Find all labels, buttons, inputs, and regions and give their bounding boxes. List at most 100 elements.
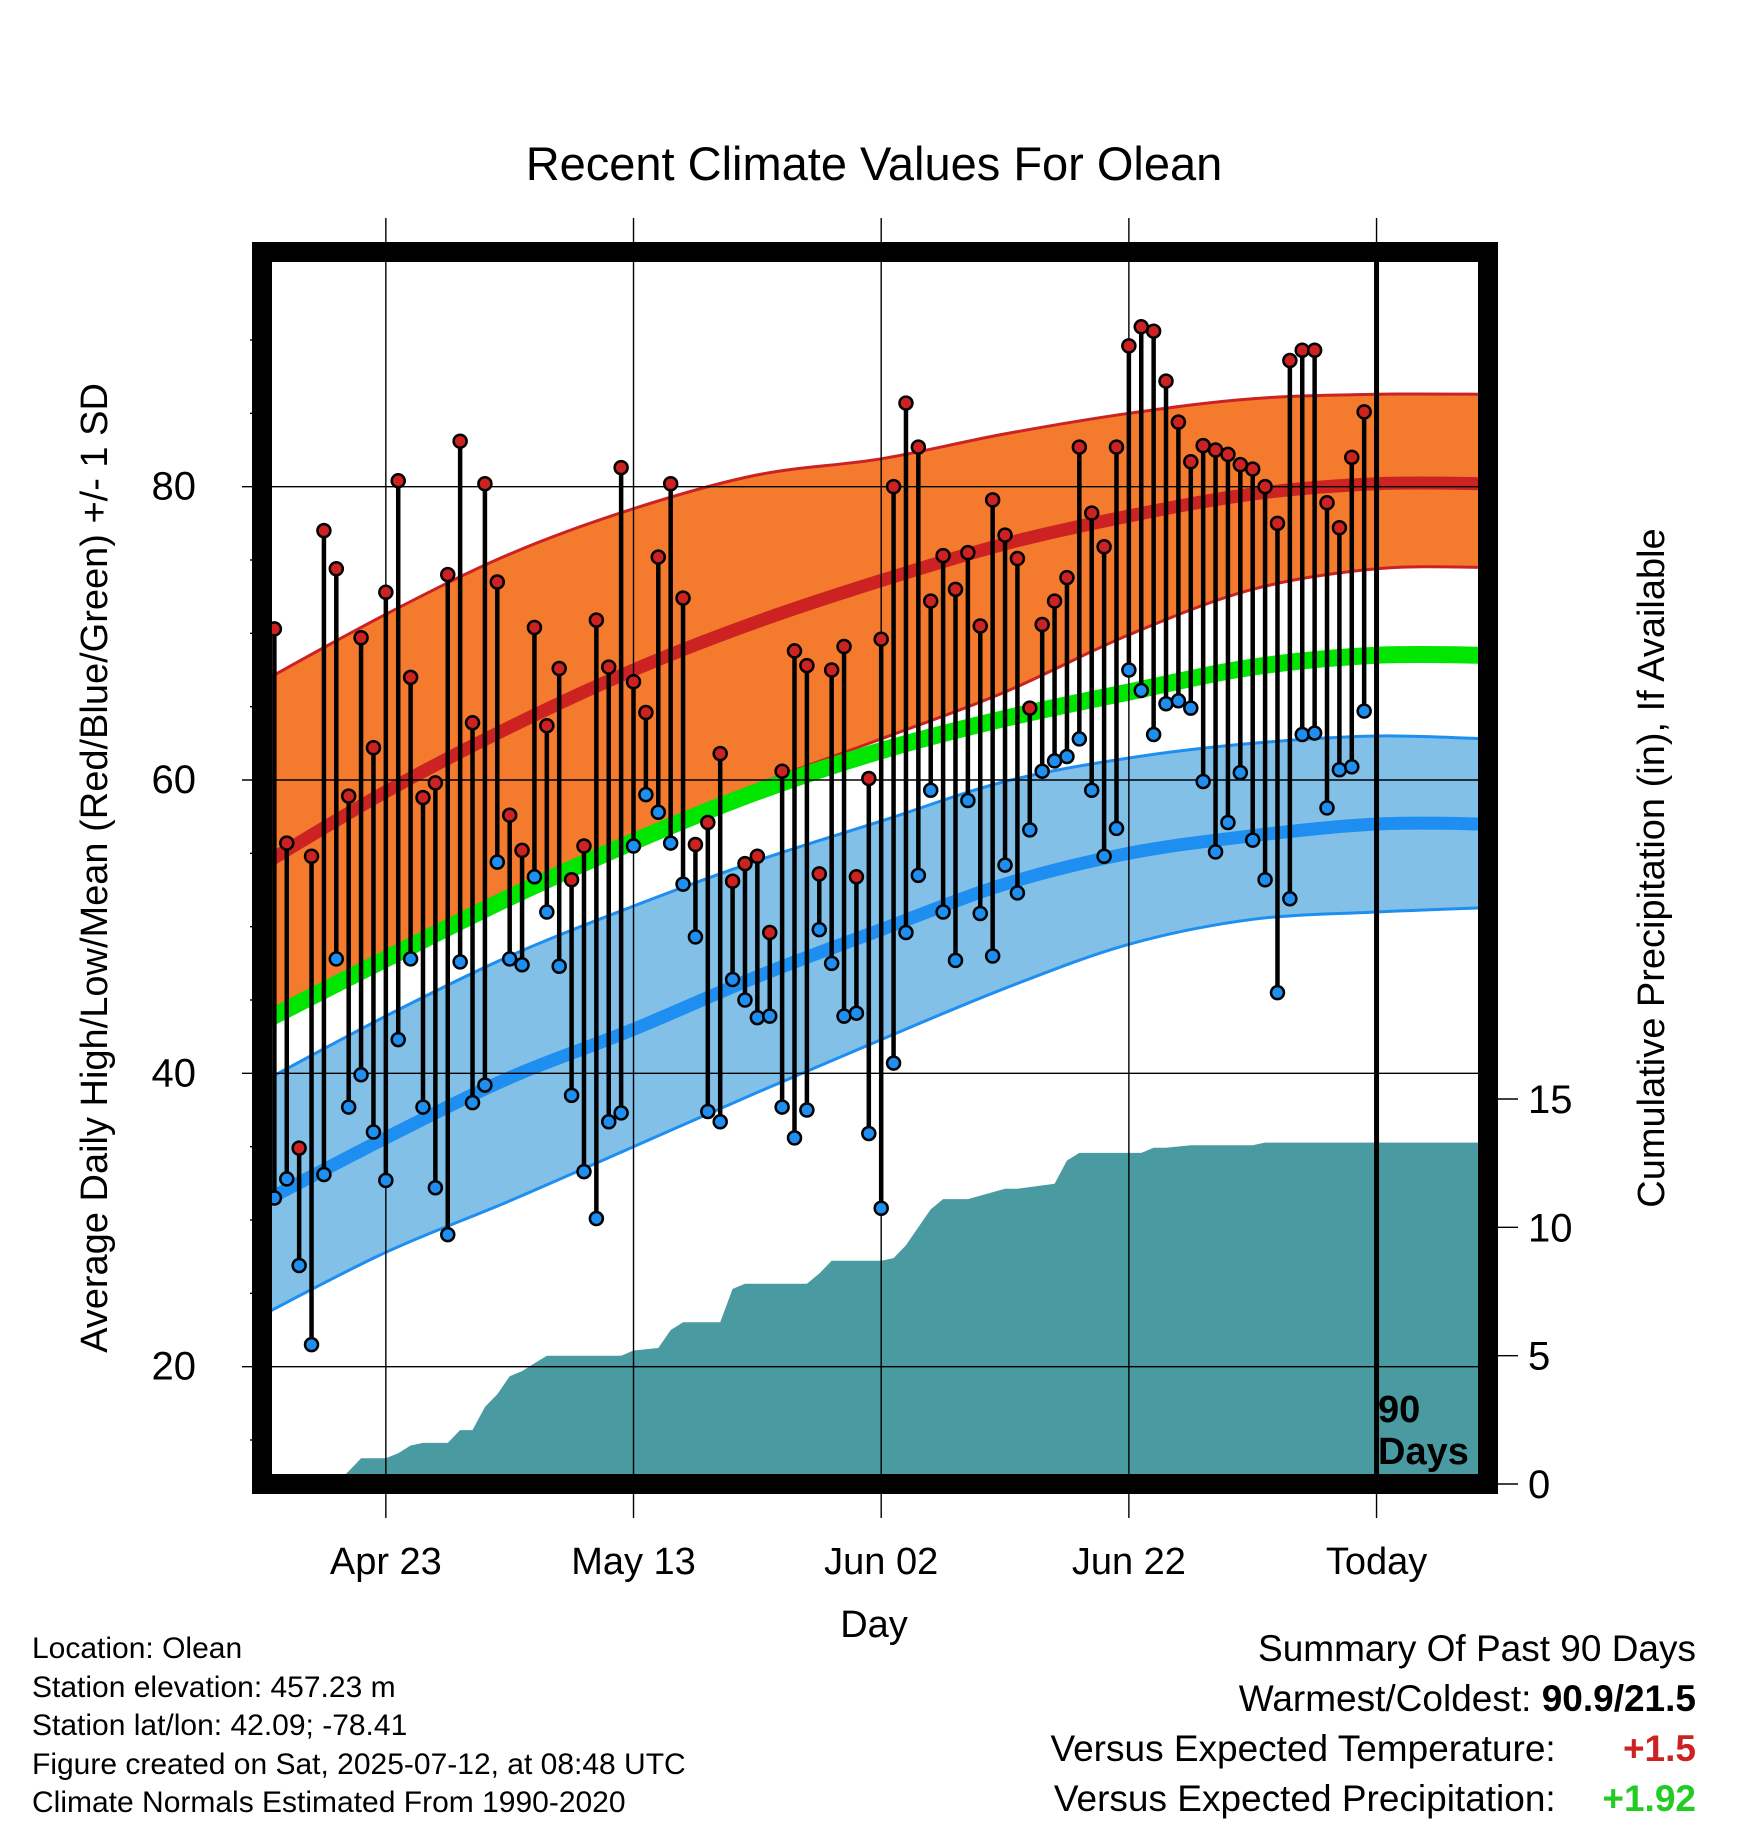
daily-low-dot <box>724 971 741 988</box>
daily-high-dot <box>1269 515 1286 532</box>
daily-low-dot <box>1022 822 1038 838</box>
station-info: Location: Olean Station elevation: 457.2… <box>32 1630 852 1823</box>
daily-low-dot <box>625 838 642 854</box>
daily-low-dot <box>749 1009 766 1026</box>
daily-high-dot <box>1183 453 1199 470</box>
daily-low-dot <box>761 1008 778 1024</box>
y-tick-label: 80 <box>152 465 197 509</box>
summary-precip-row: Versus Expected Precipitation: +1.92 <box>876 1774 1696 1824</box>
daily-low-dot <box>551 958 567 975</box>
daily-low-dot <box>1244 832 1261 848</box>
y2-tick-label: 5 <box>1528 1335 1550 1379</box>
daily-low-dot <box>514 957 530 973</box>
daily-high-dot <box>353 629 369 646</box>
daily-high-dot <box>675 590 691 606</box>
y-axis-label: Average Daily High/Low/Mean (Red/Blue/Gr… <box>74 383 116 1353</box>
daily-low-dot <box>353 1067 369 1083</box>
daily-high-dot <box>935 547 951 564</box>
daily-low-dot <box>774 1099 790 1115</box>
daily-high-dot <box>303 848 320 865</box>
daily-high-dot <box>1096 539 1112 555</box>
daily-low-dot <box>650 804 667 821</box>
daily-high-dot <box>563 871 580 888</box>
daily-high-dot <box>650 549 667 565</box>
summary-warmest-label: Warmest/Coldest: <box>1238 1678 1532 1719</box>
daily-low-dot <box>1046 753 1063 769</box>
normal-low-band <box>262 735 1488 1316</box>
daily-low-dot <box>328 951 345 967</box>
normal-high-band <box>262 393 1488 1015</box>
daily-high-dot <box>1170 414 1187 430</box>
daily-low-dot <box>1269 984 1286 1001</box>
daily-low-dot <box>1170 693 1187 709</box>
today-marker-label-days-count: 90 <box>1378 1389 1420 1431</box>
daily-low-dot <box>947 952 964 969</box>
summary-title: Summary Of Past 90 Days <box>1258 1628 1696 1669</box>
daily-low-dot <box>1108 820 1125 837</box>
daily-high-dot <box>1034 616 1050 633</box>
daily-high-dot <box>1022 700 1038 716</box>
info-latlon: Station lat/lon: 42.09; -78.41 <box>32 1709 408 1742</box>
x-tick-label: Today <box>1326 1541 1427 1583</box>
daily-low-dot <box>1121 662 1137 678</box>
daily-high-dot <box>600 659 617 675</box>
summary-warmest-row: Warmest/Coldest: 90.9/21.5 <box>876 1674 1696 1724</box>
daily-low-dot <box>489 854 506 870</box>
daily-low-dot <box>700 1103 716 1120</box>
daily-high-dot <box>464 715 481 731</box>
daily-low-dot <box>972 905 989 922</box>
daily-low-dot <box>1059 748 1075 765</box>
daily-low-dot <box>922 782 939 799</box>
daily-low-dot <box>935 904 951 920</box>
daily-high-dot <box>823 662 840 678</box>
daily-low-dot <box>291 1257 307 1274</box>
daily-low-dot <box>662 835 679 851</box>
daily-high-dot <box>514 842 530 859</box>
daily-low-dot <box>861 1125 877 1142</box>
daily-high-dot <box>749 848 766 865</box>
daily-low-dot <box>1183 700 1199 716</box>
daily-low-dot <box>1195 773 1211 790</box>
daily-low-dot <box>799 1102 815 1118</box>
plot-area <box>262 252 1488 1484</box>
daily-high-dot <box>861 770 877 787</box>
daily-high-dot <box>1207 442 1224 458</box>
today-marker-label: 90 Days <box>1378 1389 1469 1473</box>
daily-low-dot <box>1096 848 1112 865</box>
daily-high-dot <box>1133 319 1150 335</box>
x-tick-labels: Apr 23 May 13 Jun 02 Jun 22 Today <box>330 1541 1427 1583</box>
daily-low-dot <box>1034 763 1050 779</box>
y2-tick-label: 15 <box>1528 1078 1573 1122</box>
daily-high-dot <box>774 763 790 779</box>
daily-high-dot <box>1071 439 1088 455</box>
daily-low-dot <box>1257 871 1273 888</box>
daily-high-dot <box>922 593 939 609</box>
daily-low-dot <box>848 1005 865 1021</box>
daily-high-dot <box>786 643 803 659</box>
daily-high-dot <box>1083 505 1100 521</box>
daily-low-dot <box>687 929 704 945</box>
y2-tick-labels: 0 5 10 15 <box>1528 1078 1573 1507</box>
summary-precip-label: Versus Expected Precipitation: <box>1053 1778 1556 1819</box>
daily-low-dot <box>452 954 468 970</box>
y-tick-labels: 20 40 60 80 <box>152 465 197 1389</box>
daily-high-dot <box>1059 569 1075 586</box>
daily-low-dot <box>1220 814 1236 831</box>
daily-high-dot <box>1306 342 1323 359</box>
daily-low-dot <box>712 1113 728 1130</box>
daily-high-dot <box>576 838 592 854</box>
daily-high-dot <box>836 638 852 655</box>
daily-low-dot <box>340 1099 357 1115</box>
daily-low-dot <box>960 792 976 809</box>
daily-high-dot <box>898 395 914 411</box>
daily-high-dot <box>1220 446 1236 463</box>
daily-low-dot <box>1145 726 1162 743</box>
daily-high-dot <box>328 561 345 577</box>
daily-high-dot <box>687 836 704 853</box>
daily-low-dot <box>836 1008 852 1024</box>
daily-low-dot <box>898 924 914 941</box>
info-normals: Climate Normals Estimated From 1990-2020 <box>32 1786 626 1819</box>
daily-high-dot <box>316 522 332 539</box>
daily-low-dot <box>600 1113 617 1130</box>
daily-high-dot <box>365 739 382 756</box>
